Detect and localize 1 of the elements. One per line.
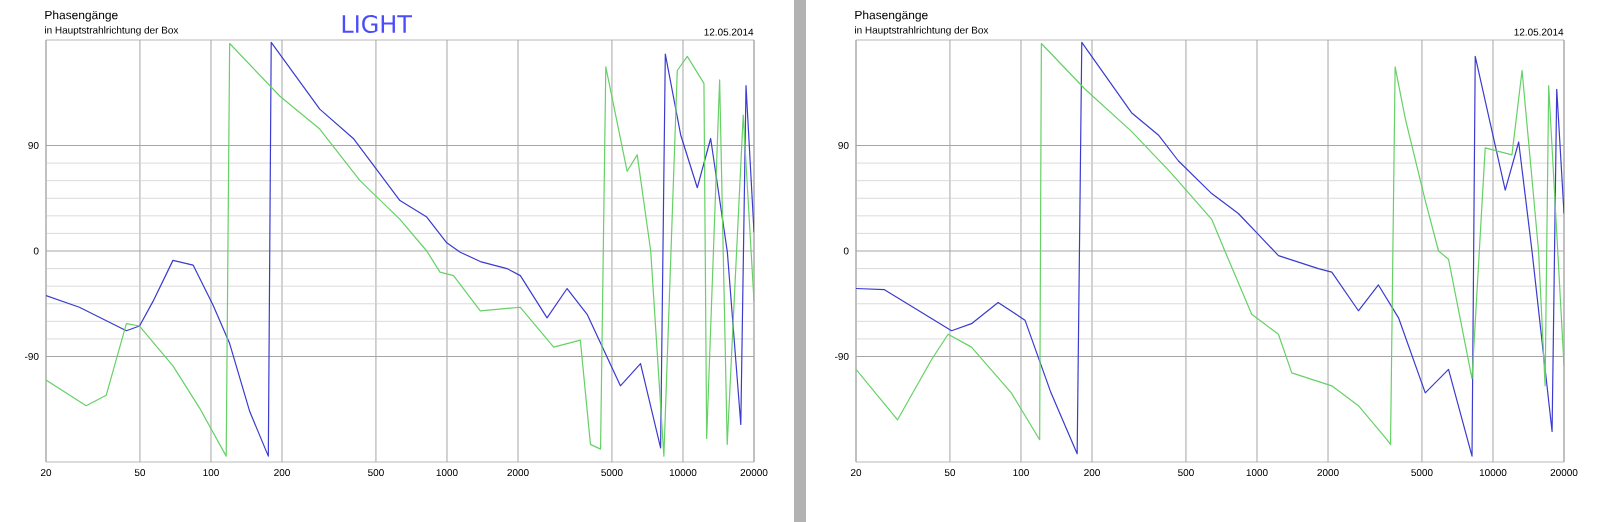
text: LIGHT [342, 14, 412, 34]
